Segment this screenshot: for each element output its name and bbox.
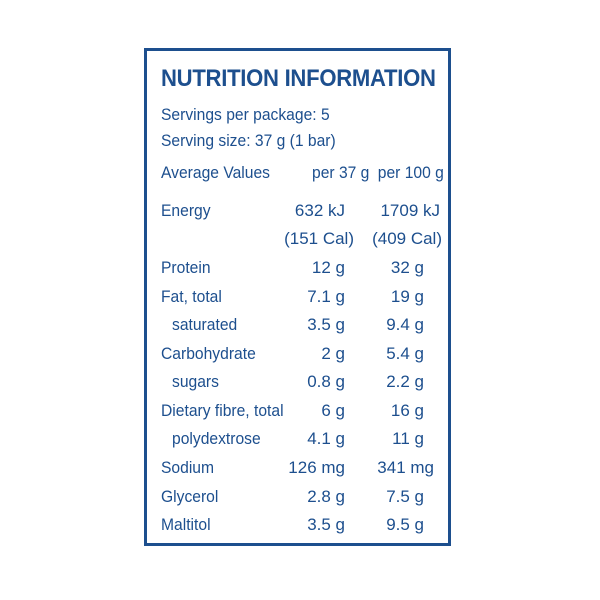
nutrient-name: Fat, total [161,287,222,306]
table-row-carbohydrate: Carbohydrate 2 g 5.4 g [147,344,448,368]
value-per-serving: (151 Cal) [284,229,354,248]
value-per-100g: (409 Cal) [372,229,442,248]
nutrient-name: sugars [172,372,219,391]
header-row: Average Values per 37 g per 100 g [147,163,448,187]
table-row-dietary-fibre: Dietary fibre, total 6 g 16 g [147,401,448,425]
table-row-protein: Protein 12 g 32 g [147,258,448,282]
header-per-100g: per 100 g [377,163,444,182]
header-average-values: Average Values [161,163,270,182]
value-per-serving: 2.8 g [307,487,345,506]
nutrient-name: Dietary fibre, total [161,401,284,420]
value-per-100g: 9.5 g [386,515,424,534]
nutrient-name: Carbohydrate [161,344,256,363]
value-per-serving: 3.5 g [307,315,345,334]
value-per-100g: 5.4 g [386,344,424,363]
value-per-100g: 32 g [390,258,424,277]
panel-title: NUTRITION INFORMATION [161,65,436,92]
nutrient-name: Maltitol [161,515,211,534]
value-per-100g: 2.2 g [386,372,424,391]
value-per-serving: 4.1 g [307,429,345,448]
nutrient-name: Glycerol [161,487,219,506]
table-row-energy-cal: (151 Cal) (409 Cal) [147,229,448,253]
value-per-100g: 1709 kJ [380,201,440,220]
table-row-polydextrose: polydextrose 4.1 g 11 g [147,429,448,453]
table-row-fat-total: Fat, total 7.1 g 19 g [147,287,448,311]
value-per-100g: 9.4 g [386,315,424,334]
header-per-serving: per 37 g [311,163,369,182]
value-per-serving: 126 mg [288,458,345,477]
value-per-100g: 16 g [390,401,424,420]
nutrient-name: Energy [161,201,211,220]
table-row-glycerol: Glycerol 2.8 g 7.5 g [147,487,448,511]
table-row-saturated: saturated 3.5 g 9.4 g [147,315,448,339]
value-per-serving: 7.1 g [307,287,345,306]
serving-size: Serving size: 37 g (1 bar) [161,131,336,150]
nutrient-name: Sodium [161,458,215,477]
nutrition-panel: NUTRITION INFORMATION Servings per packa… [144,48,451,546]
table-row-energy: Energy 632 kJ 1709 kJ [147,201,448,225]
value-per-serving: 0.8 g [307,372,345,391]
value-per-serving: 632 kJ [294,201,345,220]
servings-per-package: Servings per package: 5 [161,105,330,124]
table-row-sugars: sugars 0.8 g 2.2 g [147,372,448,396]
value-per-100g: 7.5 g [386,487,424,506]
table-row-maltitol: Maltitol 3.5 g 9.5 g [147,515,448,539]
value-per-100g: 341 mg [377,458,434,477]
value-per-100g: 19 g [390,287,424,306]
nutrient-name: polydextrose [172,429,261,448]
value-per-serving: 6 g [321,401,345,420]
table-row-sodium: Sodium 126 mg 341 mg [147,458,448,482]
nutrient-name: Protein [161,258,211,277]
value-per-serving: 12 g [311,258,345,277]
value-per-100g: 11 g [392,429,424,448]
value-per-serving: 2 g [321,344,345,363]
nutrient-name: saturated [172,315,238,334]
value-per-serving: 3.5 g [307,515,345,534]
